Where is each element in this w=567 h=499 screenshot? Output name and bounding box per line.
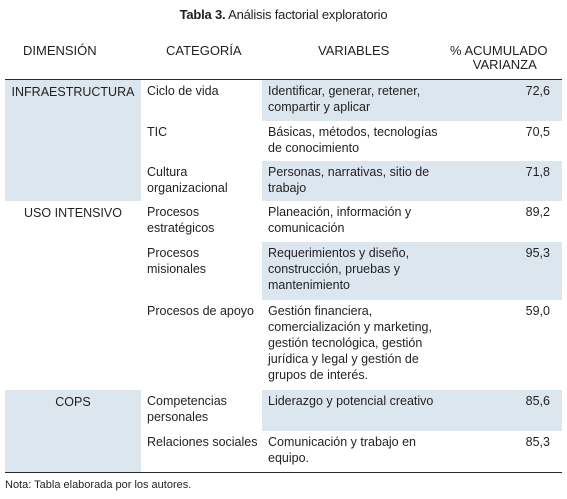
dimension-cops: COPS	[5, 390, 141, 472]
header-variables: VARIABLES	[318, 43, 390, 58]
dimension-infraestructura: INFRAESTRUCTURA	[5, 80, 141, 201]
varianza-value: 85,6	[525, 394, 550, 408]
table-row-variables: Gestión financiera, comercialización y m…	[262, 300, 562, 390]
varianza-value: 95,3	[525, 246, 550, 260]
caption-title: Análisis factorial exploratorio	[228, 7, 388, 22]
table-row-variables: Comunicación y trabajo en equipo. 85,3	[262, 431, 562, 472]
table-row-variables: Básicas, métodos, tecnologías de conocim…	[262, 121, 562, 161]
variables-text: Identificar, generar, retener, compartir…	[268, 84, 421, 114]
variables-text: Gestión financiera, comercialización y m…	[268, 304, 432, 382]
table-row-variables: Liderazgo y potencial creativo 85,6	[262, 390, 562, 431]
variables-text: Personas, narrativas, sitio de trabajo	[268, 165, 430, 195]
variables-text: Básicas, métodos, tecnologías de conocim…	[268, 125, 438, 155]
variables-text: Requerimientos y diseño, construcción, p…	[268, 246, 410, 292]
varianza-value: 72,6	[525, 84, 550, 98]
header-varianza: % ACUMULADO VARIANZA	[450, 44, 548, 72]
header-dimension: DIMENSIÓN	[23, 43, 97, 58]
table-row-variables: Identificar, generar, retener, compartir…	[262, 80, 562, 121]
table-note: Nota: Tabla elaborada por los autores.	[5, 479, 192, 491]
varianza-value: 85,3	[525, 435, 550, 449]
varianza-value: 70,5	[525, 125, 550, 139]
varianza-value: 59,0	[525, 304, 550, 318]
table-row-variables: Personas, narrativas, sitio de trabajo 7…	[262, 161, 562, 201]
caption-label: Tabla 3.	[179, 7, 226, 22]
table-row-variables: Planeación, información y comunicación 8…	[262, 201, 562, 242]
table-row-category: Relaciones sociales	[147, 435, 258, 449]
table-row-category: Procesos estratégicos	[147, 205, 215, 235]
table-row-category: Competencias personales	[147, 394, 227, 424]
header-varianza-line2: VARIANZA	[472, 57, 537, 72]
variables-text: Planeación, información y comunicación	[268, 205, 412, 235]
table-row-category: Ciclo de vida	[147, 84, 219, 98]
variables-text: Liderazgo y potencial creativo	[268, 394, 434, 408]
table-caption: Tabla 3. Análisis factorial exploratorio	[0, 7, 567, 22]
varianza-value: 71,8	[525, 165, 550, 179]
table-row-category: Procesos misionales	[147, 246, 207, 276]
table-row-category: TIC	[147, 125, 168, 139]
dimension-uso-intensivo: USO INTENSIVO	[24, 206, 122, 220]
header-varianza-line1: % ACUMULADO	[450, 43, 548, 58]
table-row-variables: Requerimientos y diseño, construcción, p…	[262, 242, 562, 300]
header-rule	[5, 79, 562, 80]
header-categoria: CATEGORÍA	[166, 43, 242, 58]
variables-text: Comunicación y trabajo en equipo.	[268, 435, 416, 465]
table-row-category: Cultura organizacional	[147, 165, 228, 195]
table-row-category: Procesos de apoyo	[147, 304, 255, 318]
bottom-rule	[5, 472, 562, 473]
varianza-value: 89,2	[525, 205, 550, 219]
